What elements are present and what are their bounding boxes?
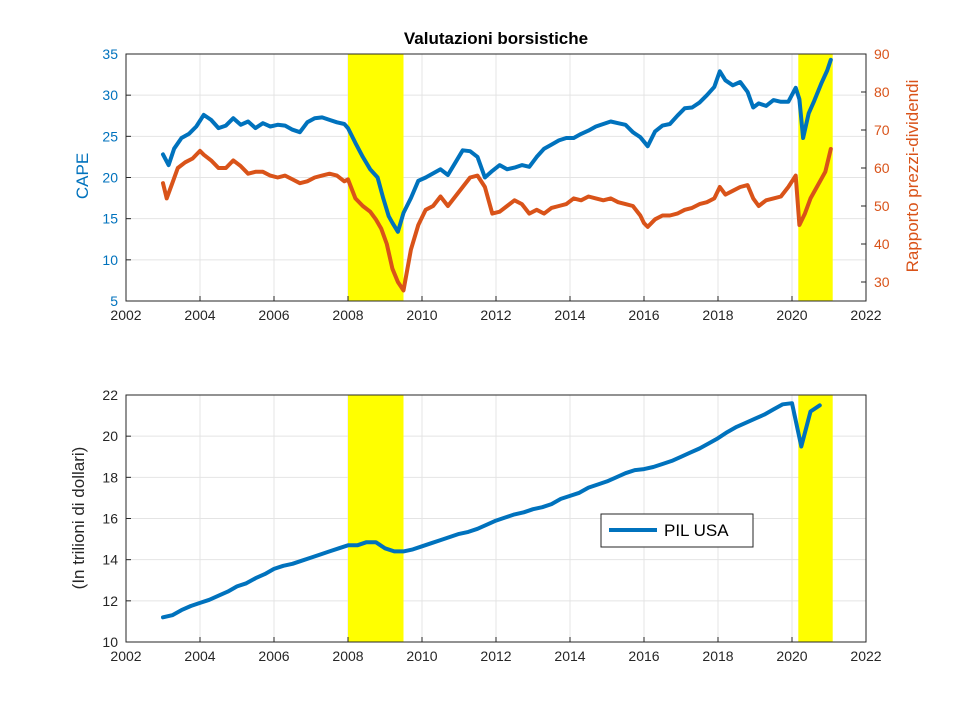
series-line-right bbox=[161, 147, 833, 293]
right-y-tick-label: 30 bbox=[874, 274, 890, 290]
y-tick-label: 20 bbox=[102, 170, 118, 186]
x-tick-label: 2014 bbox=[554, 307, 585, 323]
left-y-axis-label: CAPE bbox=[73, 153, 92, 199]
y-tick-label: 5 bbox=[110, 293, 118, 309]
x-tick-label: 2018 bbox=[702, 648, 733, 664]
tick-marks bbox=[125, 53, 867, 302]
right-y-tick-label: 90 bbox=[874, 46, 890, 62]
x-tick-label: 2022 bbox=[850, 648, 881, 664]
left-y-tick-labels: 5 10 15 20 25 30 35 bbox=[102, 46, 118, 309]
y-axis-label: (In trilioni di dollari) bbox=[69, 447, 88, 590]
y-tick-label: 25 bbox=[102, 128, 118, 144]
grid bbox=[125, 53, 867, 302]
x-tick-label: 2010 bbox=[406, 648, 437, 664]
right-y-tick-label: 70 bbox=[874, 122, 890, 138]
x-tick-label: 2018 bbox=[702, 307, 733, 323]
x-tick-label: 2006 bbox=[258, 307, 289, 323]
right-y-tick-label: 40 bbox=[874, 236, 890, 252]
y-tick-label: 35 bbox=[102, 46, 118, 62]
x-tick-label: 2012 bbox=[480, 307, 511, 323]
series-lines bbox=[161, 401, 822, 620]
x-tick-label: 2022 bbox=[850, 307, 881, 323]
y-tick-label: 16 bbox=[102, 511, 118, 527]
y-tick-label: 30 bbox=[102, 87, 118, 103]
x-tick-label: 2010 bbox=[406, 307, 437, 323]
legend-label: PIL USA bbox=[664, 521, 729, 540]
y-tick-label: 18 bbox=[102, 469, 118, 485]
valuation-chart: Valutazioni borsistiche 2002 2004 2006 2008… bbox=[73, 29, 922, 323]
x-tick-label: 2020 bbox=[776, 648, 807, 664]
y-tick-label: 14 bbox=[102, 552, 118, 568]
right-y-tick-label: 60 bbox=[874, 160, 890, 176]
series-line-left bbox=[161, 57, 833, 234]
x-tick-label: 2008 bbox=[332, 307, 363, 323]
y-tick-label: 10 bbox=[102, 252, 118, 268]
shaded-periods bbox=[348, 395, 833, 642]
right-y-axis-label: Rapporto prezzi-dividendi bbox=[903, 80, 922, 273]
x-tick-label: 2004 bbox=[184, 307, 215, 323]
right-y-tick-labels: 30 40 50 60 70 80 90 bbox=[874, 46, 890, 290]
right-y-tick-label: 80 bbox=[874, 84, 890, 100]
x-tick-label: 2012 bbox=[480, 648, 511, 664]
y-tick-label: 12 bbox=[102, 593, 118, 609]
series-lines bbox=[161, 57, 833, 293]
x-tick-label: 2006 bbox=[258, 648, 289, 664]
x-tick-label: 2014 bbox=[554, 648, 585, 664]
y-tick-label: 20 bbox=[102, 428, 118, 444]
x-tick-label: 2008 bbox=[332, 648, 363, 664]
x-tick-labels: 2002 2004 2006 2008 2010 2012 2014 2016 2018 2020… bbox=[110, 648, 881, 664]
recession-band bbox=[798, 54, 833, 301]
y-tick-labels: 10 12 14 16 18 20 22 bbox=[102, 387, 118, 650]
x-tick-label: 2004 bbox=[184, 648, 215, 664]
y-tick-label: 22 bbox=[102, 387, 118, 403]
shaded-periods bbox=[348, 54, 833, 301]
recession-band bbox=[348, 395, 404, 642]
y-tick-label: 15 bbox=[102, 211, 118, 227]
tick-marks bbox=[125, 394, 867, 643]
right-y-tick-label: 50 bbox=[874, 198, 890, 214]
gdp-chart: 2002 2004 2006 2008 2010 2012 2014 2016 2018 2020… bbox=[69, 387, 882, 664]
x-tick-label: 2016 bbox=[628, 307, 659, 323]
x-tick-label: 2002 bbox=[110, 648, 141, 664]
x-tick-label: 2016 bbox=[628, 648, 659, 664]
x-tick-label: 2020 bbox=[776, 307, 807, 323]
series-line-main bbox=[161, 401, 822, 620]
x-tick-label: 2002 bbox=[110, 307, 141, 323]
x-tick-labels: 2002 2004 2006 2008 2010 2012 2014 2016 2018 2020… bbox=[110, 307, 881, 323]
legend: PIL USA bbox=[600, 513, 754, 548]
y-tick-label: 10 bbox=[102, 634, 118, 650]
chart-title: Valutazioni borsistiche bbox=[404, 29, 588, 48]
